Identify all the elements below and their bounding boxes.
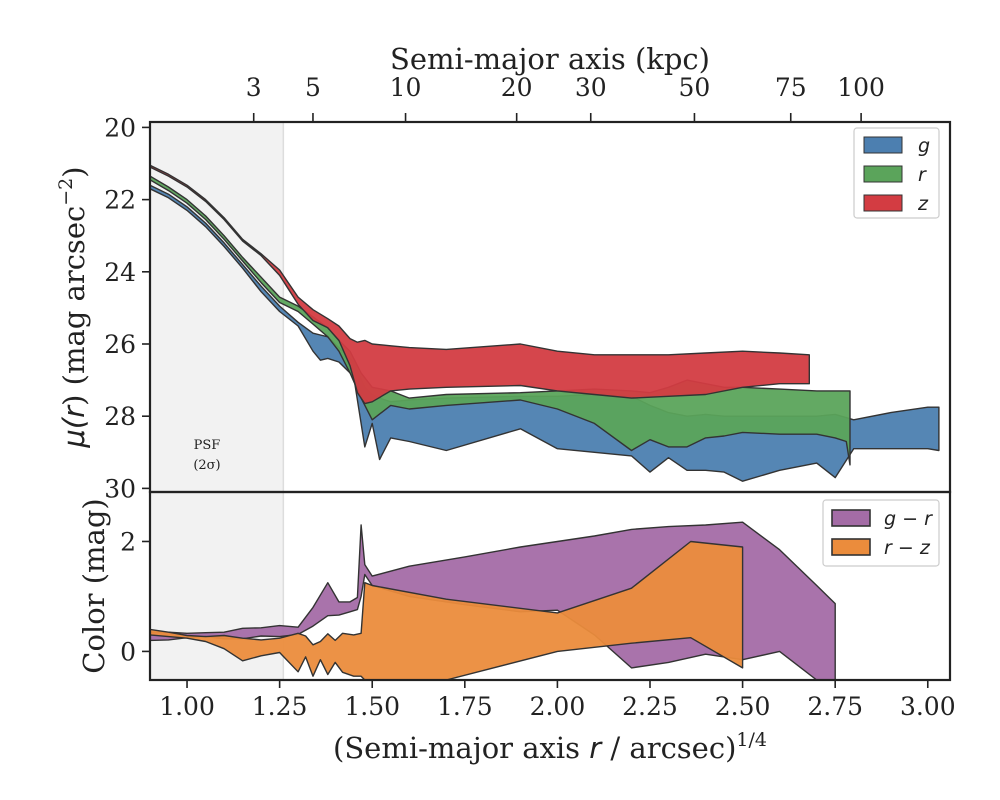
y-tick-label: 30	[104, 474, 136, 503]
x-axis-label-part3: / arcsec)	[601, 731, 736, 765]
x-tick-label: 1.25	[252, 692, 308, 721]
top-x-axis-label: Semi-major axis (kpc)	[390, 42, 710, 76]
legend-label-z: z	[917, 193, 929, 215]
y-tick-label: 24	[104, 258, 136, 287]
x-axis-label-var: r	[589, 731, 603, 765]
y-label-mu: μ(	[57, 416, 91, 448]
x-tick-label: 2.75	[807, 692, 863, 721]
x-axis-label-part1: (Semi-major axis	[333, 731, 589, 765]
color-y-tick-label: 0	[120, 637, 136, 666]
x-tick-label: 1.75	[437, 692, 493, 721]
legend-label-g: g	[918, 135, 930, 157]
legend-swatch-r	[863, 165, 903, 183]
kpc-tick-label: 75	[775, 73, 807, 102]
kpc-tick-label: 20	[501, 73, 533, 102]
kpc-tick-label: 100	[837, 73, 885, 102]
x-tick-label: 1.00	[159, 692, 215, 721]
x-axis-label-exponent: 1/4	[736, 729, 767, 751]
bottom-axes-frame	[148, 490, 952, 682]
y-label-r: r	[57, 404, 91, 418]
y-tick-label: 26	[104, 330, 136, 359]
legend-label-r: r	[918, 164, 927, 186]
y-tick-label: 20	[104, 113, 136, 142]
bottom-y-axis-label: Color (mag)	[77, 498, 111, 673]
top-y-axis-label: μ(r) (mag arcsec−2)	[55, 166, 91, 448]
color-y-tick-label: 2	[120, 527, 136, 556]
x-tick-label: 2.25	[622, 692, 678, 721]
kpc-tick-label: 50	[679, 73, 711, 102]
psf-label: PSF	[194, 438, 221, 453]
x-axis-label: (Semi-major axis r / arcsec)1/4	[333, 729, 767, 765]
x-tick-label: 1.50	[344, 692, 400, 721]
axis-ticks: 1.00 1.25 1.50 1.75 2.00 2.25 2.50 2.75 3.002022…	[104, 73, 955, 721]
legend-label-color-0: g − r	[884, 508, 933, 530]
legend-swatch-color-1	[831, 538, 871, 556]
x-tick-label: 2.50	[715, 692, 771, 721]
kpc-tick-label: 5	[305, 73, 321, 102]
y-tick-label: 22	[104, 186, 136, 215]
kpc-tick-label: 30	[575, 73, 607, 102]
psf-sublabel: (2σ)	[193, 458, 220, 473]
x-tick-label: 3.00	[900, 692, 956, 721]
legend-swatch-z	[863, 194, 903, 212]
color-profile-bands	[150, 521, 836, 680]
y-label-close: )	[57, 166, 91, 177]
y-label-exp: −2	[55, 178, 77, 206]
color-legend: g − r r − z	[822, 499, 940, 567]
psf-region-top	[150, 122, 284, 492]
kpc-tick-label: 3	[246, 73, 262, 102]
legend-swatch-g	[863, 136, 903, 154]
band-z	[150, 164, 810, 405]
sb-legend: grz	[853, 127, 940, 219]
legend-label-color-1: r − z	[884, 537, 931, 559]
y-tick-label: 28	[104, 402, 136, 431]
legend-swatch-color-0	[831, 509, 871, 527]
kpc-tick-label: 10	[390, 73, 422, 102]
y-label-unit: ) (mag arcsec	[57, 206, 91, 406]
sb-profile-bands	[150, 164, 940, 482]
x-tick-label: 2.00	[530, 692, 586, 721]
band-r-z	[150, 540, 744, 680]
